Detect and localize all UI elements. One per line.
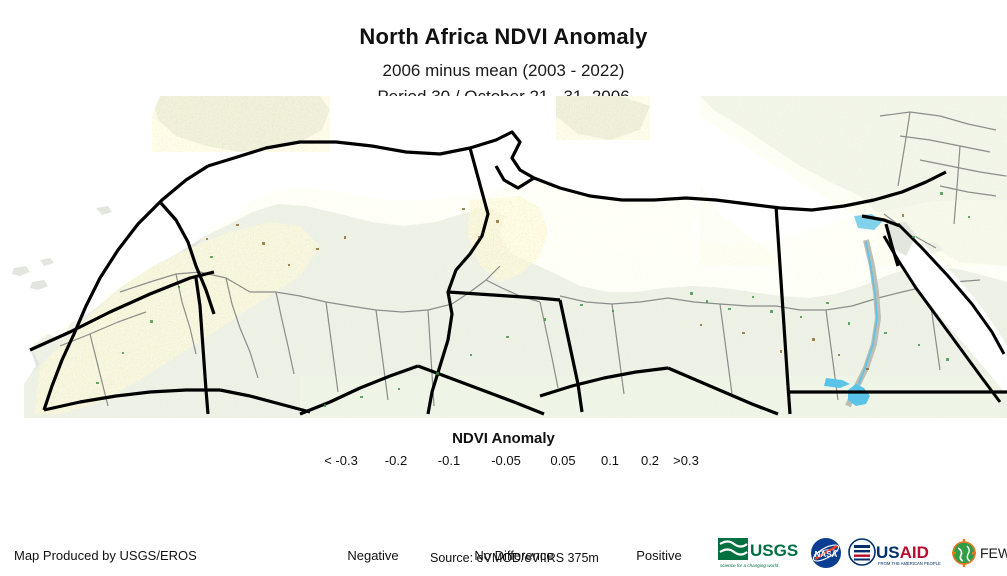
legend-tick: -0.05 xyxy=(491,453,521,468)
usaid-logo[interactable]: USAID FROM THE AMERICAN PEOPLE xyxy=(848,536,944,570)
title-block: North Africa NDVI Anomaly 2006 minus mea… xyxy=(0,0,1007,107)
negative-anomaly-pixels xyxy=(206,208,904,370)
landmass-iberia xyxy=(152,96,330,152)
nasa-logo[interactable]: NASA xyxy=(810,536,842,570)
admin-boundaries xyxy=(59,111,1007,407)
svg-text:science for a changing world: science for a changing world xyxy=(720,563,779,568)
svg-text:FROM THE AMERICAN PEOPLE: FROM THE AMERICAN PEOPLE xyxy=(878,561,941,566)
svg-text:FEWS NET: FEWS NET xyxy=(980,545,1007,561)
logo-strip: USGS science for a changing world NASA U… xyxy=(718,534,1007,572)
legend-caption-positive: Positive xyxy=(636,548,682,563)
country-borders xyxy=(29,130,1007,416)
usgs-logo[interactable]: USGS science for a changing world xyxy=(718,536,804,570)
landmass-sicily xyxy=(556,96,650,140)
positive-anomaly-pixels xyxy=(96,192,970,407)
nile-valley xyxy=(824,214,882,408)
legend-tick: < -0.3 xyxy=(324,453,358,468)
page-title: North Africa NDVI Anomaly xyxy=(359,24,648,49)
legend-tick: >0.3 xyxy=(673,453,699,468)
legend-tick: 0.05 xyxy=(550,453,576,468)
legend-tick-labels: < -0.3 -0.2 -0.1 -0.05 0.05 0.1 0.2 >0.3 xyxy=(0,453,1007,473)
red-sea-coastline xyxy=(882,222,1006,403)
legend-tick: 0.2 xyxy=(640,453,660,468)
map-credit: Map Produced by USGS/EROS xyxy=(14,548,197,563)
fewsnet-logo[interactable]: FEWS NET xyxy=(950,536,1007,570)
landmass-north-africa xyxy=(24,180,1007,418)
colorbar-gradient xyxy=(341,479,689,502)
atlantic-ocean xyxy=(0,96,160,396)
legend-tick: -0.1 xyxy=(437,453,461,468)
ndvi-anomaly-raster xyxy=(0,96,1007,418)
svg-text:USGS: USGS xyxy=(750,541,798,560)
legend-tick: 0.1 xyxy=(600,453,620,468)
svg-text:USAID: USAID xyxy=(876,543,929,562)
legend-caption-neutral: No Difference xyxy=(474,548,554,563)
map-subtitle: 2006 minus mean (2003 - 2022) xyxy=(382,61,625,80)
legend: NDVI Anomaly < -0.3 -0.2 -0.1 -0.05 0.05… xyxy=(0,430,1007,568)
legend-tick: -0.2 xyxy=(384,453,408,468)
data-source: Source: eVMOD/eVIIRS 375m xyxy=(430,551,599,565)
svg-text:NASA: NASA xyxy=(815,550,838,559)
colorbar[interactable] xyxy=(341,479,689,502)
legend-title: NDVI Anomaly xyxy=(452,430,555,447)
legend-caption-negative: Negative xyxy=(347,548,399,563)
legend-captions: Negative No Difference Positive xyxy=(0,548,1007,568)
map-canvas[interactable] xyxy=(0,96,1007,418)
